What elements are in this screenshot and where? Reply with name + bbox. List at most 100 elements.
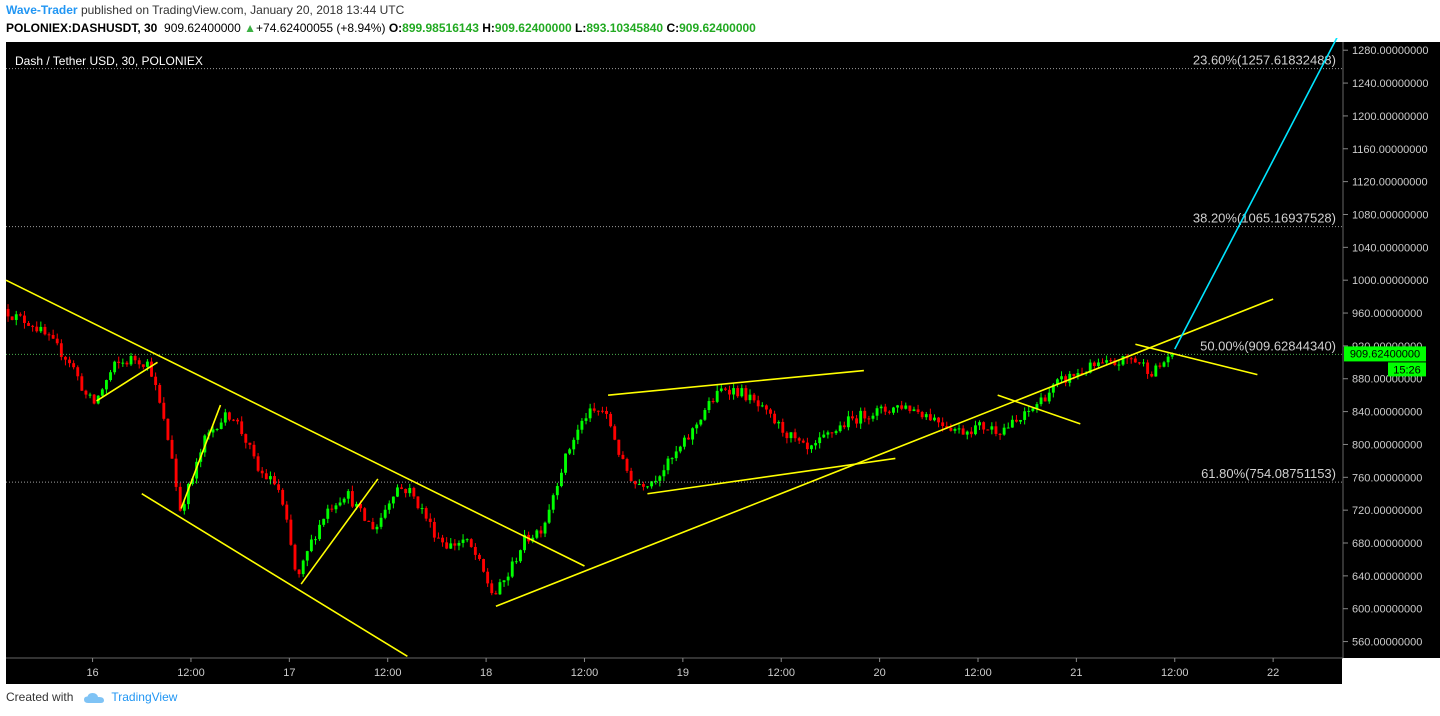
candle-body — [1035, 404, 1039, 409]
candle-body — [383, 509, 387, 518]
tradingview-link[interactable]: TradingView — [111, 690, 178, 704]
candle-body — [104, 380, 108, 390]
low-label: L: — [575, 21, 587, 35]
candle-body — [10, 316, 14, 320]
candle-body — [974, 425, 977, 435]
candle-body — [260, 470, 264, 474]
candle-body — [1101, 362, 1104, 364]
candle-body — [1158, 365, 1162, 367]
candle-body — [1137, 362, 1141, 364]
candle-body — [293, 544, 297, 570]
candle-body — [687, 437, 690, 440]
candle-body — [810, 445, 813, 450]
candle-body — [227, 412, 231, 420]
candle-body — [728, 389, 731, 395]
candle-body — [662, 470, 666, 477]
candle-body — [1133, 358, 1137, 363]
high-value: 909.62400000 — [494, 21, 572, 35]
candle-body — [1031, 408, 1035, 411]
candles-layer — [6, 304, 1174, 596]
candle-body — [432, 521, 436, 538]
candle-body — [486, 571, 490, 584]
candle-body — [707, 401, 711, 411]
chart-title: Dash / Tether USD, 30, POLONIEX — [15, 54, 203, 68]
candle-body — [428, 518, 432, 522]
candle-body — [875, 408, 879, 416]
candle-body — [740, 388, 744, 397]
candle-body — [6, 308, 10, 317]
candle-body — [35, 326, 39, 332]
author-link[interactable]: Wave-Trader — [6, 3, 78, 17]
candle-body — [830, 432, 834, 434]
candle-body — [1060, 376, 1063, 380]
candle-body — [879, 406, 883, 409]
candle-body — [1010, 419, 1014, 428]
candle-body — [609, 413, 613, 427]
candle-body — [391, 496, 395, 504]
time-axis[interactable] — [6, 658, 1342, 684]
y-tick-label: 1040.00000000 — [1352, 242, 1428, 254]
time-axis-ticks: 16 12:00 17 12:00 18 12:00 19 12:00 20 12:00 21 12:… — [86, 658, 1279, 679]
candle-body — [162, 402, 166, 419]
candle-body — [359, 503, 363, 509]
candle-body — [883, 406, 887, 412]
y-tick-label: 1000.00000000 — [1352, 275, 1428, 287]
candle-body — [859, 410, 863, 424]
candle-body — [961, 428, 965, 435]
candle-body — [892, 407, 895, 413]
candle-body — [334, 505, 338, 510]
candle-body — [580, 420, 584, 430]
candle-body — [453, 543, 457, 546]
candle-body — [244, 434, 248, 443]
candle-body — [211, 429, 215, 433]
candle-body — [965, 431, 969, 435]
created-with-text: Created with — [6, 690, 74, 704]
candle-body — [129, 356, 133, 365]
candle-body — [285, 504, 289, 520]
candle-body — [752, 394, 756, 401]
candle-body — [256, 456, 260, 471]
candle-body — [375, 526, 379, 530]
candle-body — [617, 439, 621, 455]
candle-body — [838, 425, 842, 432]
candle-body — [748, 394, 752, 401]
candle-body — [678, 446, 682, 452]
candle-body — [933, 417, 936, 421]
trendline — [141, 493, 408, 658]
candle-body — [867, 418, 871, 420]
plot-area[interactable] — [6, 42, 1342, 658]
candle-body — [1002, 427, 1006, 435]
candle-body — [896, 405, 900, 408]
candle-body — [186, 483, 190, 505]
candle-body — [887, 411, 891, 413]
candle-body — [84, 390, 88, 395]
fib-level-label: 38.20%(1065.16937528) — [1193, 211, 1336, 226]
candle-body — [736, 388, 740, 397]
y-tick-label: 600.00000000 — [1352, 604, 1422, 616]
candle-body — [666, 458, 670, 471]
published-text: published on TradingView.com, January 20… — [80, 3, 405, 17]
candle-body — [592, 408, 596, 411]
candle-body — [1080, 373, 1084, 375]
open-label: O: — [388, 21, 403, 35]
candle-body — [445, 542, 449, 549]
price-tag-text: 909.62400000 — [1350, 348, 1420, 360]
candle-body — [346, 491, 350, 499]
candle-body — [994, 426, 998, 434]
candle-body — [1019, 419, 1022, 422]
candle-body — [519, 550, 522, 562]
trendline — [608, 369, 864, 396]
candle-body — [916, 409, 920, 413]
x-tick-label: 12:00 — [1161, 667, 1189, 679]
candle-body — [494, 593, 498, 595]
y-tick-label: 640.00000000 — [1352, 571, 1422, 583]
candle-body — [986, 429, 990, 431]
candle-body — [55, 338, 59, 344]
candle-body — [68, 359, 71, 364]
price-change: +74.62400055 (+8.94%) — [256, 21, 386, 35]
candle-body — [576, 429, 580, 440]
y-tick-label: 1280.00000000 — [1352, 45, 1428, 57]
candle-body — [732, 388, 736, 395]
candle-body — [27, 322, 30, 326]
price-chart[interactable]: 23.60%(1257.61832488) 38.20%(1065.1693752… — [0, 38, 1440, 684]
